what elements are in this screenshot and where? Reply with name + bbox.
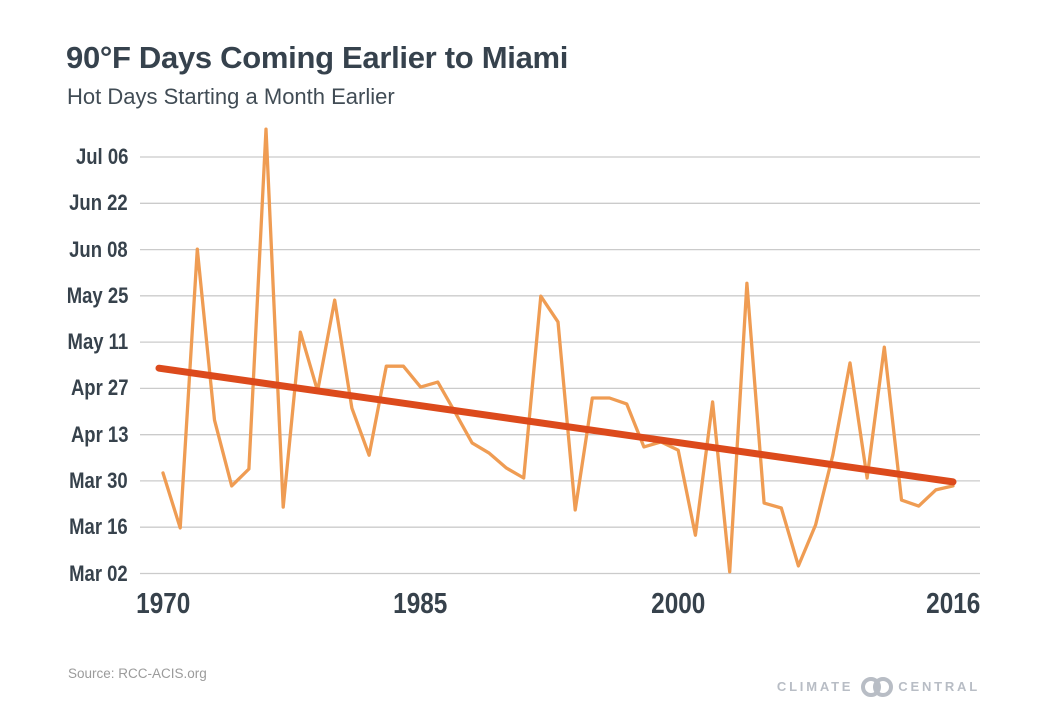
y-axis-tick-label: Apr 27 [70,375,128,401]
source-credit: Source: RCC-ACIS.org [68,666,207,681]
page-subtitle: Hot Days Starting a Month Earlier [67,84,395,109]
x-axis-tick-label: 2016 [925,588,981,620]
y-axis-tick-label: Mar 30 [69,467,128,493]
logo-text-central: CENTRAL [898,679,980,694]
y-axis-tick-label: Jun 22 [69,190,128,216]
interlocking-rings-icon [861,677,894,697]
logo-text-climate: CLIMATE [776,679,854,694]
climate-central-logo: CLIMATE CENTRAL [777,676,980,698]
ring-right [873,677,894,697]
y-axis-tick-label: May 25 [66,282,128,308]
page-title: 90°F Days Coming Earlier to Miami [66,40,569,75]
y-axis-tick-label: Jun 08 [69,236,128,262]
x-axis-tick-label: 2000 [651,588,706,620]
y-axis-tick-label: Apr 13 [70,421,128,447]
x-axis-tick-label: 1985 [393,588,448,620]
y-axis-tick-label: Mar 02 [69,560,128,586]
data-line [161,127,955,574]
y-axis-tick-label: Jul 06 [75,143,128,169]
y-axis-tick-label: Mar 16 [69,514,128,540]
chart-plot [140,127,980,575]
trend-line [155,364,957,486]
y-axis-tick-label: May 11 [67,329,128,355]
x-axis-tick-label: 1970 [135,588,191,620]
